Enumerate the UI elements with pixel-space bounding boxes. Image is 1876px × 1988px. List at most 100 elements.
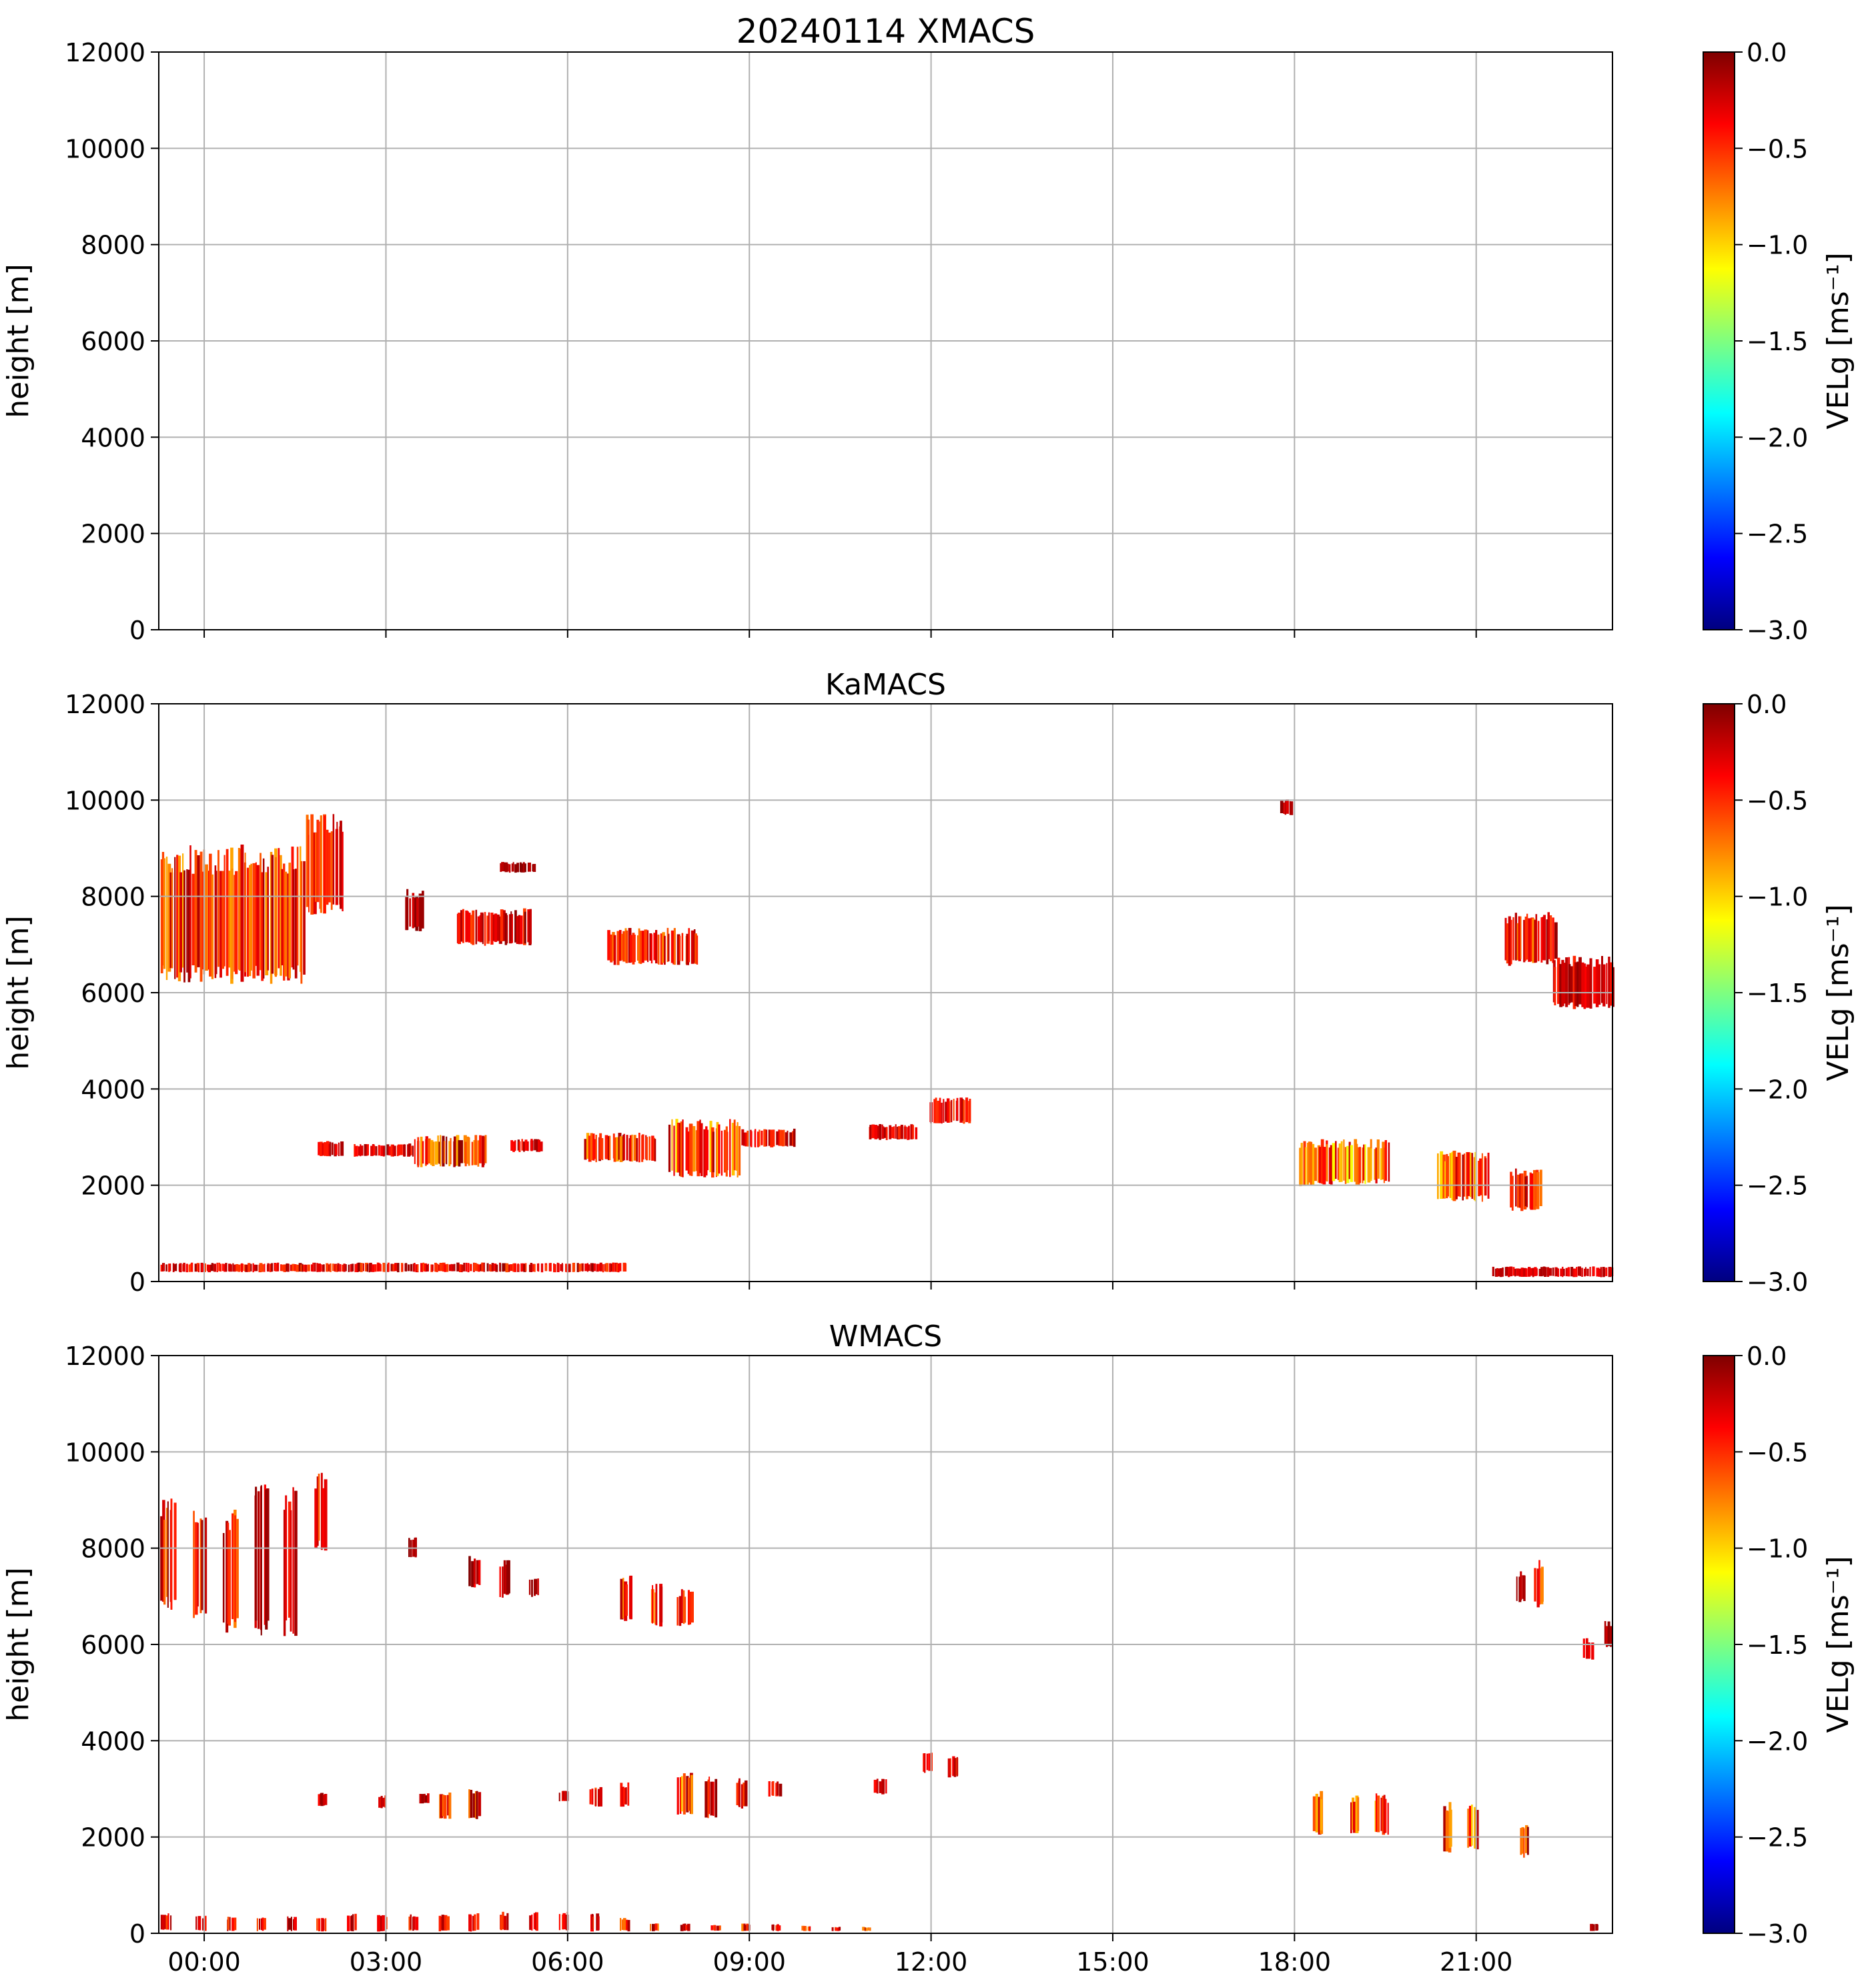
echo-streak [513,1263,516,1272]
echo-region [620,1918,630,1932]
echo-streak [591,1913,594,1930]
echo-streak [331,1142,334,1155]
echo-streak [232,1263,234,1272]
echo-streak [466,1136,470,1164]
echo-streak [222,1533,225,1623]
echo-streak [1475,1810,1479,1850]
echo-streak [587,1264,590,1272]
echo-streak [506,1560,510,1594]
echo-streak [696,1121,700,1177]
echo-streak [655,1584,658,1626]
echo-streak [404,1144,406,1157]
echo-streak [1284,801,1287,815]
echo-streak [414,1139,416,1164]
echo-streak [256,1918,258,1931]
echo-streak [434,1141,438,1165]
echo-streak [211,874,214,979]
echo-streak [1448,1802,1452,1849]
echo-streak [470,1264,472,1272]
echo-streak [520,915,523,945]
echo-streak [476,1913,480,1930]
echo-streak [939,1097,941,1123]
echo-streak [1607,1621,1610,1646]
echo-region [668,1119,741,1178]
echo-streak [324,1794,328,1805]
echo-streak [533,1913,536,1929]
echo-streak [512,862,514,872]
echo-streak [284,871,288,977]
echo-streak [680,1925,684,1931]
echo-streak [1601,956,1603,1003]
echo-streak [320,1793,324,1807]
echo-region [801,1925,811,1931]
echo-streak [534,1264,536,1272]
echo-streak [1440,1151,1444,1199]
panel-title: WMACS [829,1320,942,1354]
echo-streak [225,1263,227,1272]
echo-streak [1388,1142,1390,1182]
colorbar-tick-label: −1.5 [1747,979,1808,1008]
echo-streak [1310,1141,1313,1185]
echo-streak [1509,1266,1513,1277]
echo-streak [947,1758,951,1778]
echo-streak [792,1131,795,1146]
echo-streak [443,1795,447,1819]
echo-region [318,1793,328,1807]
echo-streak [531,1579,533,1597]
echo-streak [163,858,165,969]
echo-streak [1526,1827,1529,1855]
echo-streak [838,1927,841,1931]
echo-streak [458,1140,461,1167]
echo-streak [1583,1268,1586,1277]
echo-region [528,1578,539,1597]
echo-region [408,1537,417,1558]
echo-streak [1521,1827,1524,1854]
echo-streak [1362,1147,1364,1183]
echo-streak [290,1917,292,1931]
echo-streak [1355,1795,1359,1833]
echo-streak [402,1264,404,1272]
echo-streak [1387,1803,1389,1835]
echo-streak [1592,1924,1595,1931]
echo-streak [907,1127,909,1140]
echo-streak [1322,1147,1326,1185]
echo-streak [1330,1145,1333,1185]
echo-streak [649,933,652,961]
echo-streak [438,1264,440,1272]
echo-streak [412,1145,414,1157]
echo-streak [606,1139,608,1159]
echo-streak [772,1781,775,1796]
echo-streak [329,1141,332,1157]
echo-streak [464,1141,467,1167]
echo-streak [420,1263,424,1272]
echo-streak [869,1125,872,1139]
echo-region [947,1756,959,1778]
echo-streak [522,862,525,873]
echo-streak [504,913,508,945]
echo-streak [505,1263,509,1273]
echo-streak [380,1796,383,1809]
echo-streak [1481,1153,1483,1202]
echo-streak [490,913,494,945]
echo-region [529,1912,538,1931]
echo-streak [516,863,520,873]
colorbar-tick-label: 0.0 [1747,38,1787,67]
echo-streak [360,1263,363,1272]
echo-streak [1492,1266,1494,1276]
echo-streak [1606,963,1608,1005]
echo-region [160,1498,177,1610]
x-tick-label: 21:00 [1440,1947,1513,1977]
echo-streak [199,1518,202,1614]
echo-streak [424,1793,426,1803]
echo-streak [510,1140,514,1151]
echo-streak [1525,1268,1528,1277]
echo-streak [1592,1266,1595,1276]
echo-region [500,1911,509,1931]
echo-streak [219,1264,221,1272]
echo-region [741,1128,796,1147]
echo-streak [340,1141,344,1156]
echo-region [468,1913,480,1932]
echo-streak [1518,1268,1522,1277]
echo-streak [442,1795,445,1817]
echo-streak [473,1263,477,1272]
